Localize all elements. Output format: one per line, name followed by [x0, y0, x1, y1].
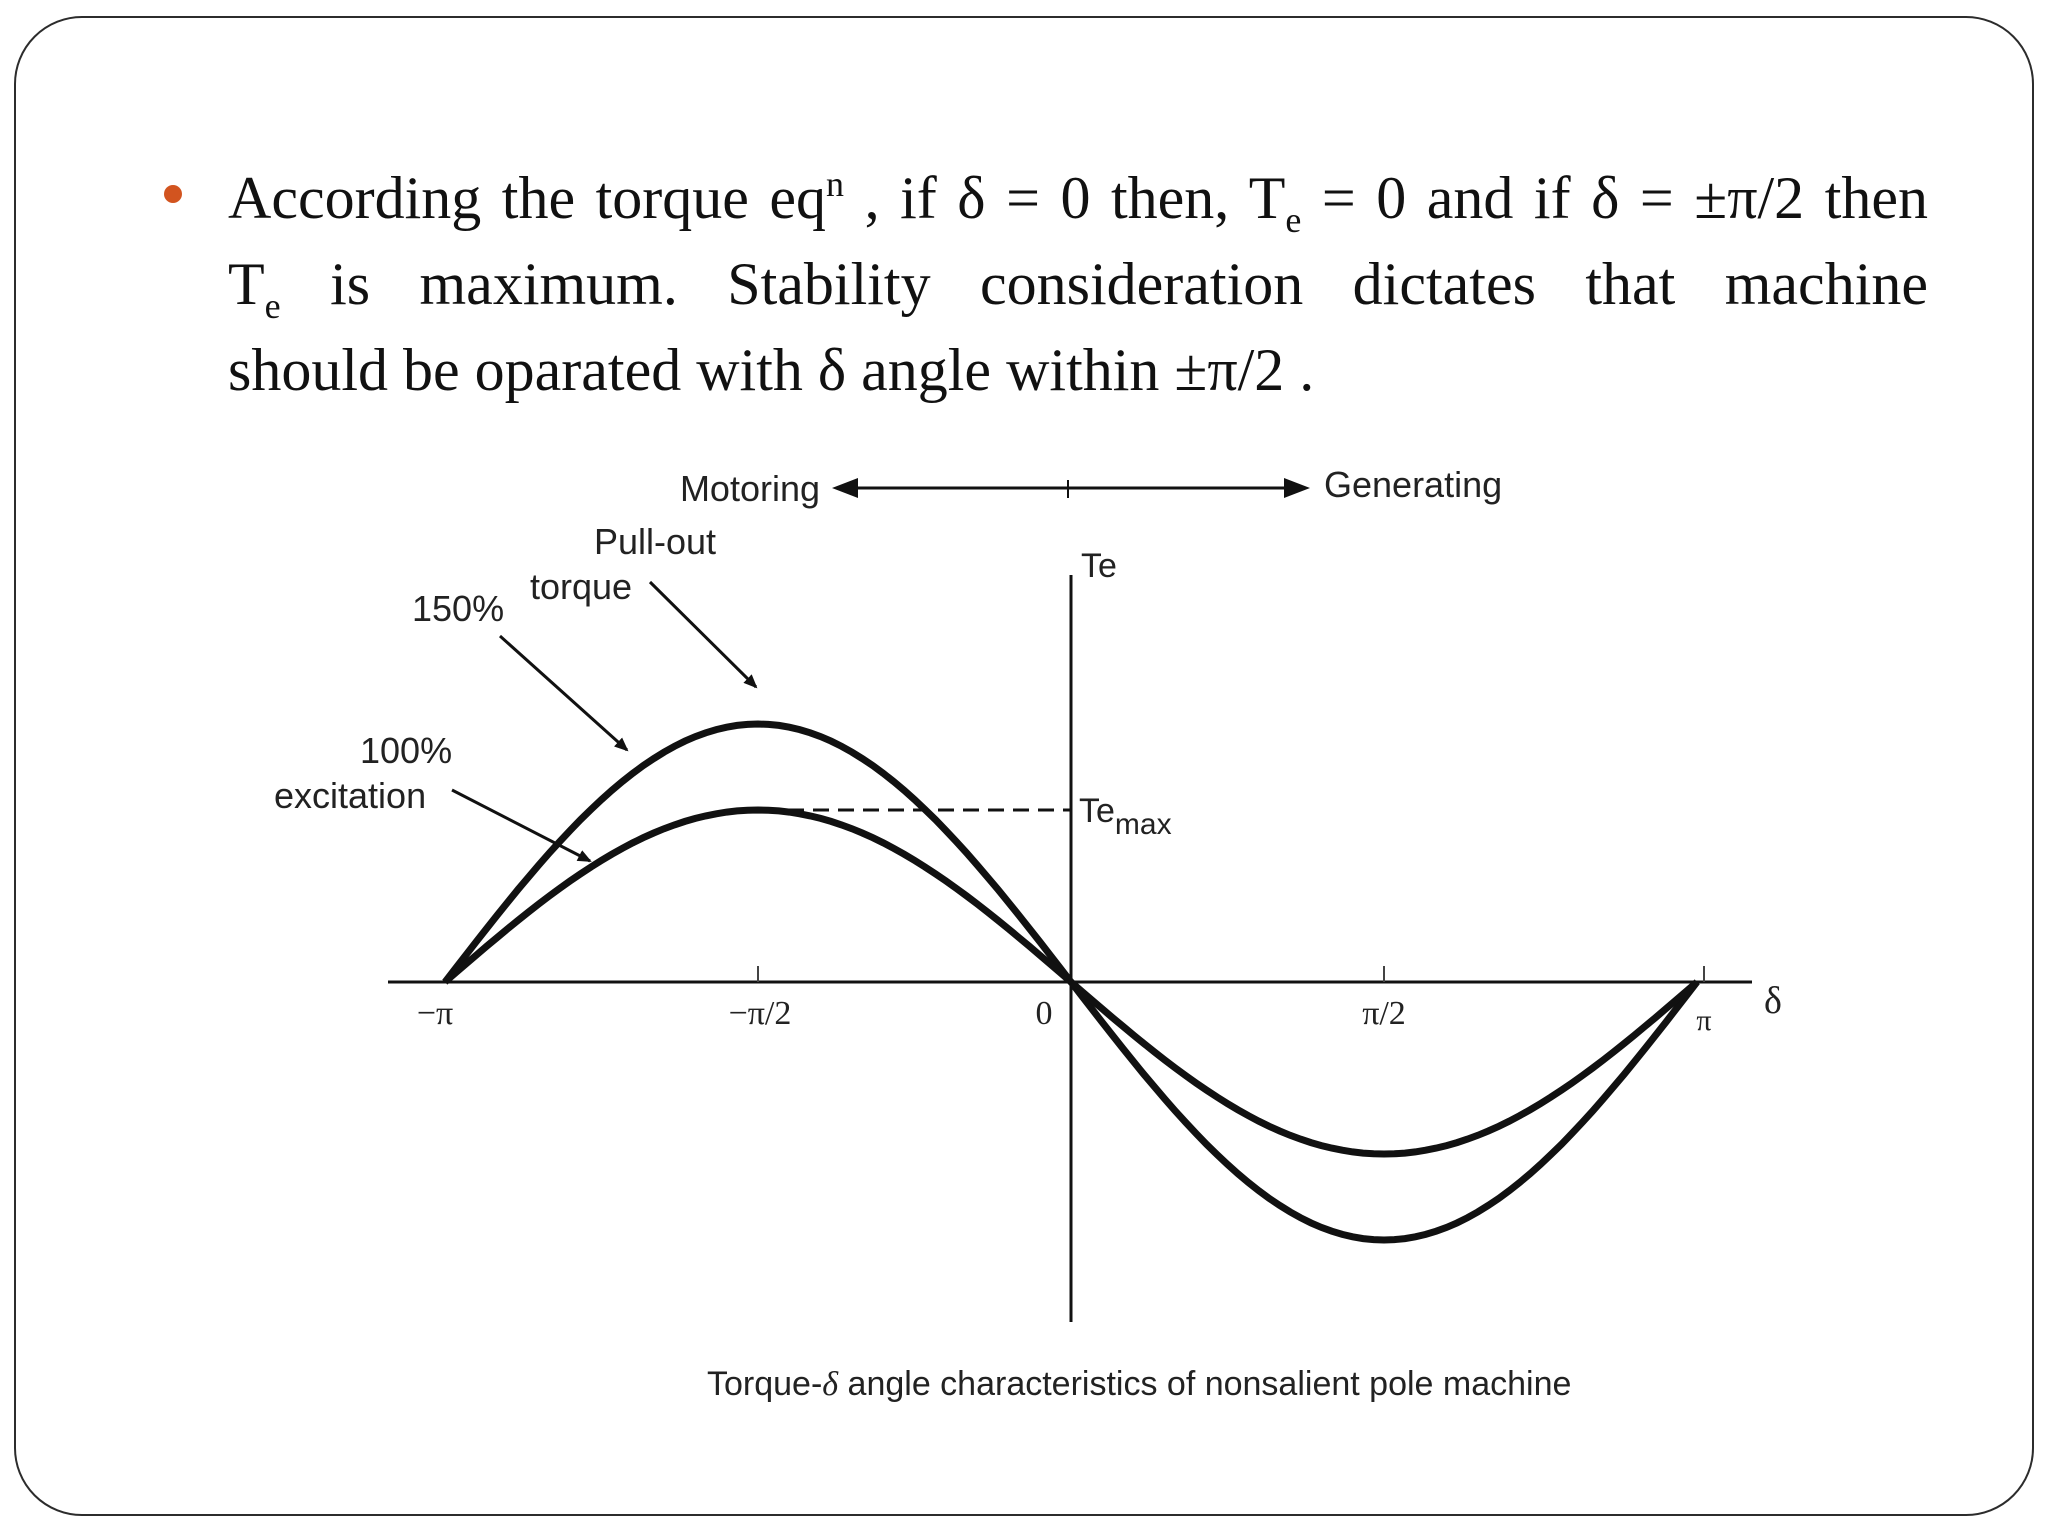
- label-100-line2: excitation: [274, 775, 426, 816]
- bullet-line-2: Te is maximum. Stability consideration d…: [228, 251, 1928, 326]
- tick-label-pi: π: [1696, 1004, 1711, 1037]
- pullout-label-line2: torque: [530, 566, 632, 607]
- motoring-arrow-icon: [832, 478, 858, 498]
- bullet-dot-icon: [164, 185, 182, 203]
- bullet-line-3: should be oparated with δ angle within ±…: [228, 337, 1315, 403]
- label-100-line1: 100%: [360, 730, 452, 771]
- label-150-percent: 150%: [412, 588, 504, 629]
- diagram-svg: Motoring Generating −π −π/2 0 π/2 π δ Te…: [274, 464, 1782, 1403]
- arrow-100-percent: [451, 788, 592, 863]
- pullout-arrow: [648, 580, 758, 689]
- curve-100-percent: [442, 806, 1700, 1158]
- torque-angle-diagram: Motoring Generating −π −π/2 0 π/2 π δ Te…: [160, 440, 1860, 1440]
- bullet-text: According the torque eqn , if δ = 0 then…: [228, 155, 1928, 413]
- motoring-label: Motoring: [680, 468, 820, 509]
- arrow-150-percent: [498, 634, 629, 752]
- bullet-line-1: According the torque eqn , if δ = 0 then…: [228, 164, 1928, 240]
- tick-label-zero: 0: [1036, 995, 1053, 1032]
- generating-arrow-icon: [1284, 478, 1310, 498]
- tick-label-half-pi: π/2: [1362, 995, 1406, 1032]
- generating-label: Generating: [1324, 464, 1502, 505]
- temax-label: Temax: [1079, 792, 1172, 841]
- tick-label-neg-pi: −π: [417, 995, 453, 1032]
- slide-frame: [14, 16, 2034, 1516]
- x-axis-delta-label: δ: [1764, 980, 1782, 1022]
- pullout-label-line1: Pull-out: [594, 521, 716, 562]
- y-axis-label: Te: [1081, 547, 1117, 585]
- figure-caption: Torque-δ angle characteristics of nonsal…: [707, 1365, 1571, 1403]
- tick-label-neg-half-pi: −π/2: [729, 995, 792, 1032]
